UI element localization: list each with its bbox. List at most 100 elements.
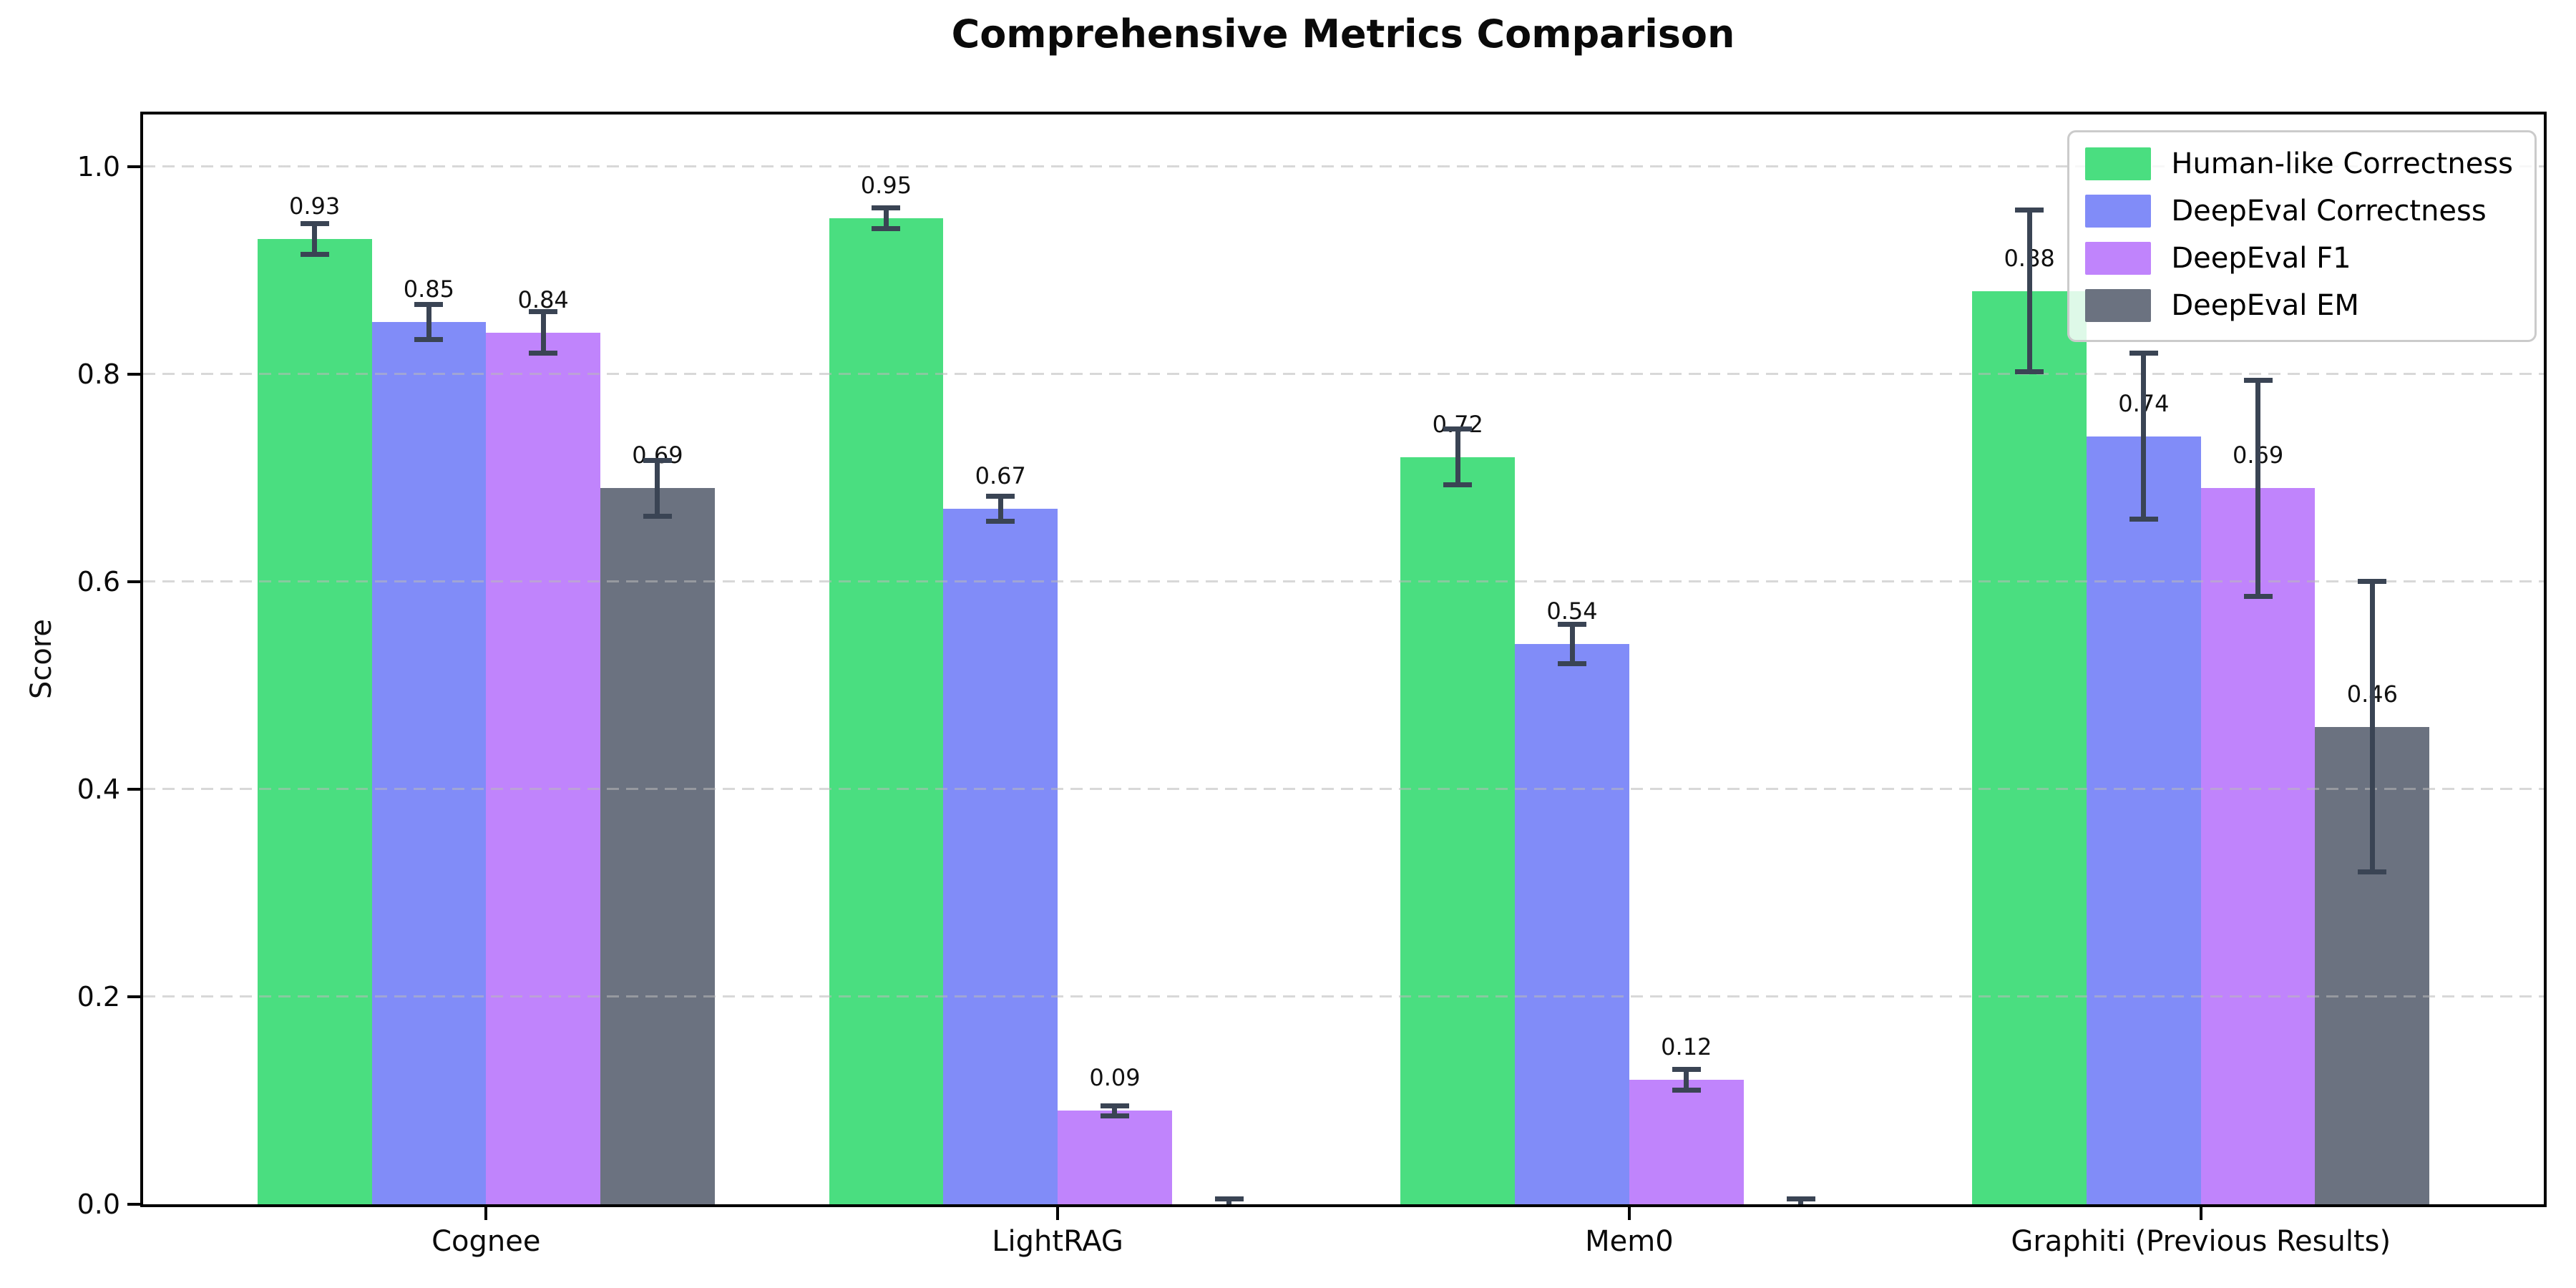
y-tick xyxy=(127,995,140,998)
error-bar xyxy=(655,460,660,517)
y-tick-label: 0.6 xyxy=(77,565,120,597)
error-bar-cap xyxy=(1100,1103,1129,1108)
bar-value-label: 0.95 xyxy=(860,172,912,200)
error-bar xyxy=(2026,210,2032,372)
bar xyxy=(829,218,944,1204)
bar xyxy=(2086,436,2201,1204)
legend-item: Human-like Correctness xyxy=(2085,144,2513,184)
error-bar-cap xyxy=(414,301,444,307)
error-bar xyxy=(2141,353,2147,519)
plot-area: Human-like Correctness DeepEval Correctne… xyxy=(140,112,2547,1207)
error-bar-cap xyxy=(872,226,901,232)
error-bar-cap xyxy=(986,519,1015,525)
y-tick xyxy=(127,787,140,791)
y-tick-label: 0.4 xyxy=(77,773,120,805)
error-bar-cap xyxy=(2358,579,2387,585)
error-bar-cap xyxy=(1672,1087,1701,1093)
error-bar-cap xyxy=(643,457,672,463)
legend-item: DeepEval Correctness xyxy=(2085,191,2513,231)
error-bar-cap xyxy=(986,494,1015,499)
bar-value-label: 0.12 xyxy=(1661,1033,1712,1060)
bar xyxy=(1400,457,1516,1204)
legend-item: DeepEval EM xyxy=(2085,286,2513,326)
bar-value-label: 0.09 xyxy=(1089,1064,1141,1092)
legend-label: DeepEval Correctness xyxy=(2171,195,2487,228)
bar xyxy=(2200,488,2316,1204)
error-bar xyxy=(997,496,1003,522)
error-bar xyxy=(1798,1199,1804,1204)
error-bar xyxy=(883,208,889,229)
bar xyxy=(1972,291,2087,1204)
bar xyxy=(1058,1111,1172,1204)
legend-swatch xyxy=(2085,147,2152,180)
error-bar-cap xyxy=(529,309,558,315)
bar xyxy=(257,239,372,1204)
y-tick xyxy=(127,1203,140,1206)
error-bar-cap xyxy=(300,220,329,226)
error-bar-cap xyxy=(2015,207,2044,213)
bar-value-label: 0.84 xyxy=(517,286,569,313)
error-bar xyxy=(1569,624,1575,664)
error-bar-cap xyxy=(2243,593,2273,599)
y-tick xyxy=(127,372,140,376)
error-bar-cap xyxy=(2015,369,2044,375)
legend-label: DeepEval EM xyxy=(2171,289,2359,322)
error-bar-cap xyxy=(1672,1066,1701,1072)
legend-swatch xyxy=(2085,242,2152,275)
chart-title: Comprehensive Metrics Comparison xyxy=(951,11,1735,57)
x-tick-label: LightRAG xyxy=(992,1225,1123,1258)
bar-value-label: 0.85 xyxy=(403,275,455,303)
bar-value-label: 0.93 xyxy=(289,192,341,220)
error-bar-cap xyxy=(300,252,329,258)
x-tick-label: Graphiti (Previous Results) xyxy=(2011,1225,2391,1258)
error-bar-cap xyxy=(1100,1113,1129,1119)
error-bar-cap xyxy=(1214,1196,1244,1202)
error-bar xyxy=(1684,1069,1689,1091)
bar xyxy=(1629,1079,1744,1204)
y-tick-label: 0.8 xyxy=(77,358,120,390)
error-bar xyxy=(1455,429,1460,485)
legend: Human-like Correctness DeepEval Correctne… xyxy=(2067,130,2537,342)
legend-label: DeepEval F1 xyxy=(2171,242,2351,275)
bar xyxy=(486,332,601,1204)
error-bar-cap xyxy=(1558,621,1587,627)
bar xyxy=(600,488,715,1204)
error-bar xyxy=(1226,1199,1232,1204)
bar-value-label: 0.67 xyxy=(975,462,1026,490)
error-bar-cap xyxy=(1558,660,1587,666)
error-bar-cap xyxy=(643,513,672,519)
error-bar-cap xyxy=(414,337,444,343)
error-bar-cap xyxy=(2129,351,2158,356)
legend-label: Human-like Correctness xyxy=(2171,147,2513,180)
error-bar xyxy=(540,311,546,353)
x-tick xyxy=(484,1207,488,1220)
error-bar-cap xyxy=(2358,869,2387,875)
error-bar xyxy=(2255,380,2261,597)
error-bar xyxy=(312,223,318,255)
bar-value-label: 0.54 xyxy=(1546,597,1598,625)
error-bar-cap xyxy=(1786,1196,1815,1202)
x-tick-label: Mem0 xyxy=(1585,1225,1674,1258)
y-axis-label: Score xyxy=(25,618,58,700)
legend-item: DeepEval F1 xyxy=(2085,238,2513,278)
x-tick xyxy=(1627,1207,1631,1220)
error-bar-cap xyxy=(872,205,901,211)
x-tick xyxy=(1056,1207,1060,1220)
x-tick-label: Cognee xyxy=(431,1225,541,1258)
error-bar xyxy=(426,304,431,340)
error-bar xyxy=(2369,581,2375,872)
error-bar-cap xyxy=(2129,517,2158,522)
y-tick-label: 1.0 xyxy=(77,150,120,182)
legend-swatch xyxy=(2085,195,2152,228)
error-bar-cap xyxy=(529,351,558,356)
y-tick xyxy=(127,580,140,583)
legend-swatch xyxy=(2085,289,2152,322)
y-tick-label: 0.2 xyxy=(77,980,120,1013)
bar xyxy=(371,322,487,1204)
error-bar-cap xyxy=(2243,377,2273,383)
y-tick xyxy=(127,165,140,168)
y-tick-label: 0.0 xyxy=(77,1189,120,1220)
error-bar-cap xyxy=(1443,482,1473,488)
error-bar xyxy=(1112,1106,1118,1116)
